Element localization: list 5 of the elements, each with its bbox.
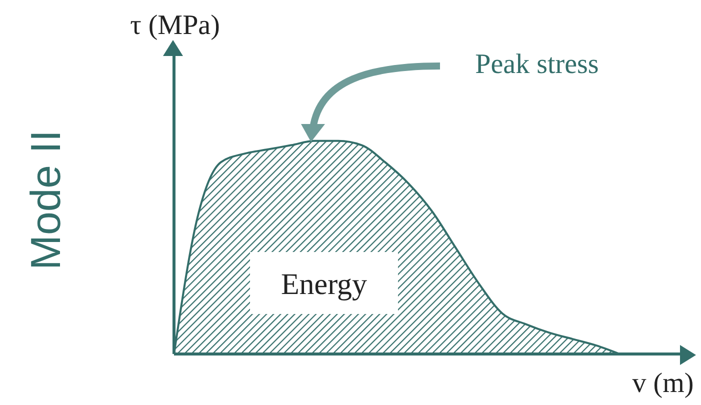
annotation: Energy	[280, 268, 368, 301]
x-axis-title: v (m)	[632, 368, 694, 399]
text: Peak stress	[475, 49, 599, 80]
y-axis-title: τ (MPa)	[130, 10, 220, 41]
text: Mode II	[22, 130, 69, 270]
